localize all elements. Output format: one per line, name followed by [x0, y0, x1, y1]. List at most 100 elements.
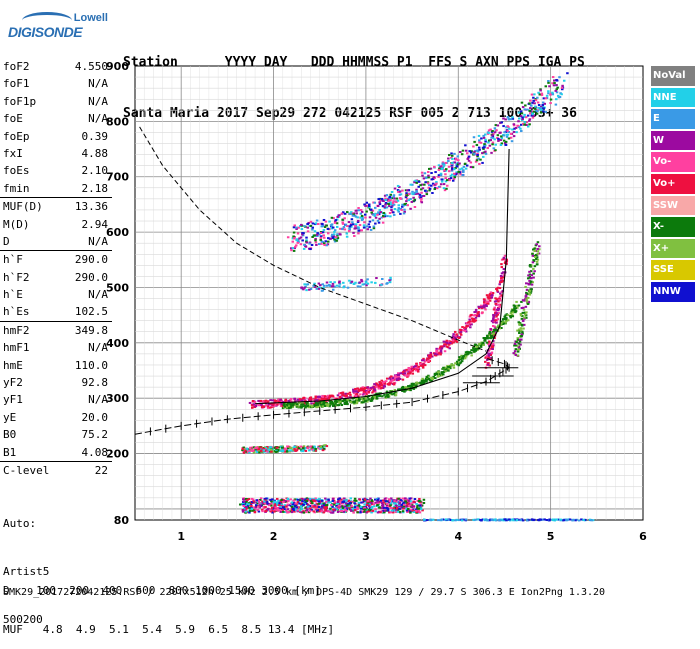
param-label: h`Es: [3, 305, 30, 319]
echo-low: [303, 500, 306, 503]
echo-o-mode: [357, 389, 361, 392]
echo-second-hop: [443, 162, 446, 165]
echo-low: [264, 506, 267, 509]
echo-low: [397, 497, 400, 500]
echo-low: [280, 498, 283, 501]
echo-o-mode: [398, 377, 402, 380]
echo-second-hop: [511, 117, 514, 120]
echo-second-hop: [372, 225, 376, 228]
echo-x-mode: [305, 401, 308, 404]
echo-second-hop: [315, 233, 319, 236]
echo-o-mode: [416, 370, 420, 373]
echo-second-hop: [403, 210, 406, 213]
echo-second-hop: [536, 110, 539, 113]
echo-low: [388, 499, 392, 502]
echo-o-mode: [482, 301, 486, 304]
echo-o-mode-steep: [505, 262, 508, 265]
echo-second-hop: [306, 226, 310, 229]
echo-second-hop: [459, 173, 462, 176]
echo-second-hop: [430, 172, 433, 175]
echo-ground: [472, 518, 475, 521]
echo-low: [409, 509, 412, 512]
echo-o-mode: [397, 377, 401, 380]
echo-o-mode: [397, 372, 400, 375]
echo-second-hop: [455, 171, 458, 174]
echo-x-mode-steep: [525, 311, 528, 314]
echo-second-hop: [390, 209, 393, 212]
echo-second-hop: [492, 147, 496, 150]
echo-es-layer: [266, 445, 269, 448]
echo-es-layer: [251, 446, 255, 449]
echo-o-mode: [472, 314, 475, 317]
echo-x-mode-steep: [536, 241, 540, 244]
echo-x-mode: [339, 400, 342, 403]
echo-x-mode-steep: [527, 300, 531, 303]
echo-low: [314, 508, 318, 511]
echo-second-hop: [343, 212, 347, 215]
echo-es-layer: [281, 448, 284, 451]
echo-second-hop: [401, 189, 404, 192]
echo-o-mode: [314, 397, 317, 400]
echo-ground: [499, 519, 502, 522]
echo-low: [422, 501, 426, 504]
param-label: D: [3, 234, 10, 248]
echo-low: [308, 510, 312, 513]
echo-low: [366, 508, 370, 511]
echo-low: [394, 502, 397, 505]
echo-x-mode: [296, 404, 299, 407]
echo-o-mode-steep: [502, 268, 506, 271]
echo-low: [248, 509, 252, 512]
echo-x-mode: [511, 315, 515, 318]
echo-low: [265, 497, 268, 500]
echo-o-mode: [408, 372, 412, 375]
echo-low: [387, 501, 391, 504]
echo-o-mode: [471, 318, 475, 321]
echo-o-mode: [469, 321, 472, 324]
echo-x-mode: [500, 322, 503, 325]
echo-second-hop: [295, 244, 298, 247]
echo-second-hop: [323, 226, 327, 229]
echo-mid: [346, 286, 350, 289]
param-label: fxI: [3, 146, 23, 160]
echo-second-hop: [425, 193, 429, 196]
echo-low: [399, 500, 402, 503]
echo-second-hop: [311, 228, 314, 231]
echo-o-mode-steep: [493, 306, 496, 309]
echo-x-mode-steep: [530, 274, 534, 277]
echo-low: [353, 497, 357, 500]
echo-low: [416, 504, 419, 507]
echo-low: [396, 501, 400, 504]
echo-second-hop: [449, 177, 453, 180]
echo-second-hop: [441, 163, 445, 166]
echo-second-hop: [391, 204, 394, 207]
echo-low: [270, 506, 274, 509]
echo-x-mode: [330, 400, 334, 403]
echo-x-mode: [515, 300, 518, 303]
echo-o-mode: [379, 382, 383, 385]
echo-second-hop: [523, 113, 526, 116]
echo-low: [338, 500, 342, 503]
echo-second-hop: [529, 112, 532, 115]
echo-second-hop: [395, 197, 399, 200]
echo-second-hop: [481, 161, 484, 164]
echo-x-mode: [440, 371, 444, 374]
echo-second-hop: [477, 134, 481, 137]
echo-es-layer: [319, 445, 323, 448]
echo-low: [277, 499, 280, 502]
echo-second-hop: [454, 157, 458, 160]
echo-low: [409, 508, 413, 511]
echo-second-hop: [432, 176, 436, 179]
echo-second-hop: [519, 123, 523, 126]
echo-second-hop: [473, 140, 476, 143]
echo-o-mode: [379, 387, 382, 390]
echo-x-mode-steep: [528, 292, 531, 295]
echo-second-hop: [373, 201, 377, 204]
echo-o-mode: [429, 355, 432, 358]
echo-second-hop: [291, 237, 295, 240]
echo-low: [419, 506, 423, 509]
echo-es-layer: [268, 450, 272, 453]
echo-x-mode: [455, 360, 459, 363]
echo-second-hop: [389, 199, 392, 202]
echo-second-hop: [435, 182, 438, 185]
echo-x-mode: [454, 362, 457, 365]
